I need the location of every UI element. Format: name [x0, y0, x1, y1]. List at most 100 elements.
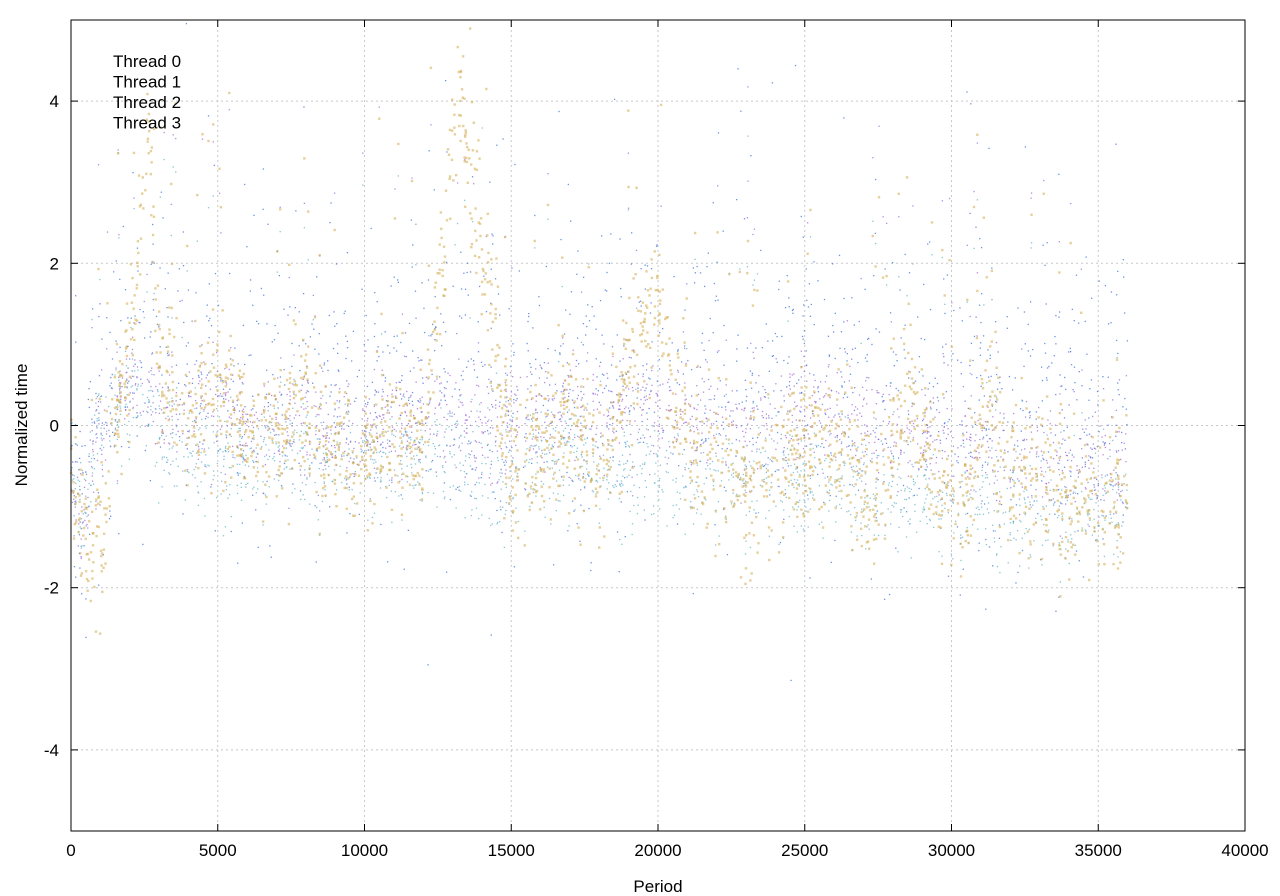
data-point: [628, 445, 630, 447]
data-point: [797, 506, 800, 508]
data-point: [399, 460, 402, 462]
data-point: [705, 417, 707, 419]
data-point: [412, 484, 414, 487]
data-point: [803, 462, 805, 464]
data-point: [509, 492, 512, 494]
data-point: [978, 508, 980, 511]
data-point: [96, 417, 98, 420]
data-point: [622, 385, 624, 387]
data-point: [263, 438, 265, 441]
data-point: [587, 304, 589, 306]
data-point: [720, 424, 723, 427]
data-point: [940, 518, 942, 520]
data-point: [438, 444, 441, 446]
data-point: [119, 278, 121, 281]
data-point: [865, 444, 867, 446]
data-point: [1023, 311, 1026, 313]
data-point: [703, 441, 705, 443]
data-point: [575, 415, 577, 417]
data-point: [840, 454, 843, 456]
data-point: [735, 439, 738, 441]
data-point: [498, 479, 500, 481]
data-point: [813, 432, 815, 434]
data-point: [600, 432, 602, 434]
data-point: [765, 423, 768, 425]
data-point: [1088, 513, 1090, 515]
data-point: [443, 416, 445, 419]
data-point: [480, 476, 482, 479]
data-point: [75, 519, 77, 521]
data-point: [707, 459, 709, 461]
data-point: [1105, 492, 1108, 494]
data-point: [111, 387, 113, 390]
data-point: [1093, 486, 1096, 488]
data-point: [959, 486, 961, 489]
data-point: [365, 435, 367, 437]
data-point: [796, 492, 798, 494]
data-point: [499, 500, 502, 502]
data-point: [752, 437, 754, 439]
data-point: [87, 496, 89, 499]
data-point: [1116, 474, 1119, 476]
data-point: [941, 457, 943, 459]
data-point: [793, 373, 795, 375]
data-point: [171, 351, 173, 353]
data-point: [508, 308, 510, 310]
data-point: [512, 376, 514, 378]
data-point: [765, 391, 767, 394]
data-point: [140, 385, 142, 387]
data-point: [265, 444, 267, 446]
data-point: [831, 419, 833, 421]
data-point: [761, 346, 764, 349]
data-point: [586, 352, 589, 354]
data-point: [167, 390, 169, 392]
data-point: [610, 233, 612, 235]
data-point: [444, 471, 446, 474]
data-point: [562, 479, 565, 481]
data-point: [490, 380, 492, 382]
data-point: [204, 464, 206, 466]
data-point: [383, 414, 385, 416]
data-point: [380, 333, 383, 335]
data-point: [411, 472, 413, 474]
data-point: [410, 394, 412, 397]
data-point: [896, 408, 899, 410]
data-point: [386, 439, 389, 441]
data-point: [1081, 385, 1083, 387]
data-point: [178, 268, 181, 270]
data-point: [1089, 498, 1092, 500]
data-point: [1003, 469, 1005, 472]
data-point: [353, 475, 355, 478]
data-point: [1088, 467, 1090, 469]
data-point: [195, 466, 197, 468]
data-point: [817, 385, 819, 388]
data-point: [406, 440, 409, 442]
data-point: [213, 470, 215, 472]
data-point: [472, 468, 474, 470]
data-point: [988, 428, 990, 430]
data-point: [289, 423, 291, 425]
data-point: [374, 480, 376, 482]
data-point: [151, 390, 154, 392]
data-point: [1082, 576, 1085, 578]
data-point: [588, 474, 590, 477]
data-point: [814, 400, 816, 403]
data-point: [179, 413, 181, 415]
data-point: [352, 330, 355, 333]
data-point: [849, 373, 852, 375]
data-point: [631, 386, 634, 389]
data-point: [869, 497, 871, 499]
data-point: [136, 376, 138, 378]
data-point: [675, 414, 677, 416]
data-point: [313, 328, 315, 330]
data-point: [860, 480, 863, 482]
data-point: [190, 395, 192, 398]
data-point: [419, 442, 421, 444]
data-point: [582, 344, 584, 346]
data-point: [201, 418, 203, 420]
data-point: [256, 452, 258, 455]
data-point: [672, 504, 674, 507]
data-point: [413, 367, 415, 369]
data-point: [302, 292, 305, 295]
data-point: [636, 438, 639, 441]
